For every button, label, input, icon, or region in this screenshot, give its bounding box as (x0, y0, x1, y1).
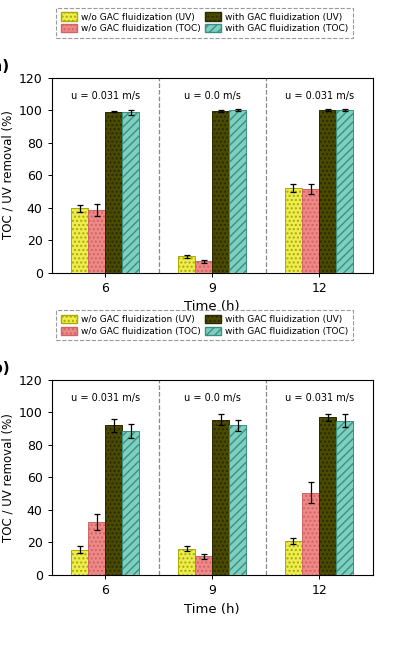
Bar (122, 112, 139, 273)
Bar (229, 110, 246, 273)
Text: (a): (a) (0, 59, 10, 74)
Text: u = 0.0 m/s: u = 0.0 m/s (183, 393, 240, 403)
X-axis label: Time (h): Time (h) (184, 603, 240, 616)
Text: u = 0.0 m/s: u = 0.0 m/s (183, 90, 240, 101)
Bar (88, 522, 105, 575)
Bar (71, 550, 88, 575)
Bar (195, 261, 212, 273)
Text: u = 0.031 m/s: u = 0.031 m/s (71, 393, 140, 403)
X-axis label: Time (h): Time (h) (184, 300, 240, 313)
Bar (229, 425, 246, 575)
Y-axis label: TOC / UV removal (%): TOC / UV removal (%) (2, 413, 14, 542)
Bar (105, 112, 122, 273)
Bar (335, 421, 353, 575)
Bar (122, 431, 139, 575)
Bar (178, 549, 195, 575)
Bar (88, 210, 105, 273)
Legend: w/o GAC fluidization (UV), w/o GAC fluidization (TOC), with GAC fluidization (UV: w/o GAC fluidization (UV), w/o GAC fluid… (56, 8, 352, 38)
Bar (284, 188, 301, 273)
Text: u = 0.031 m/s: u = 0.031 m/s (284, 90, 353, 101)
Text: u = 0.031 m/s: u = 0.031 m/s (284, 393, 353, 403)
Bar (318, 417, 335, 575)
Bar (301, 493, 318, 575)
Bar (212, 420, 229, 575)
Bar (335, 110, 353, 273)
Bar (195, 556, 212, 575)
Bar (301, 189, 318, 273)
Bar (105, 425, 122, 575)
Y-axis label: TOC / UV removal (%): TOC / UV removal (%) (2, 110, 14, 240)
Bar (284, 541, 301, 575)
Bar (318, 110, 335, 273)
Bar (212, 111, 229, 273)
Legend: w/o GAC fluidization (UV), w/o GAC fluidization (TOC), with GAC fluidization (UV: w/o GAC fluidization (UV), w/o GAC fluid… (56, 310, 352, 340)
Text: (b): (b) (0, 361, 10, 376)
Text: u = 0.031 m/s: u = 0.031 m/s (71, 90, 140, 101)
Bar (71, 209, 88, 273)
Bar (178, 256, 195, 273)
